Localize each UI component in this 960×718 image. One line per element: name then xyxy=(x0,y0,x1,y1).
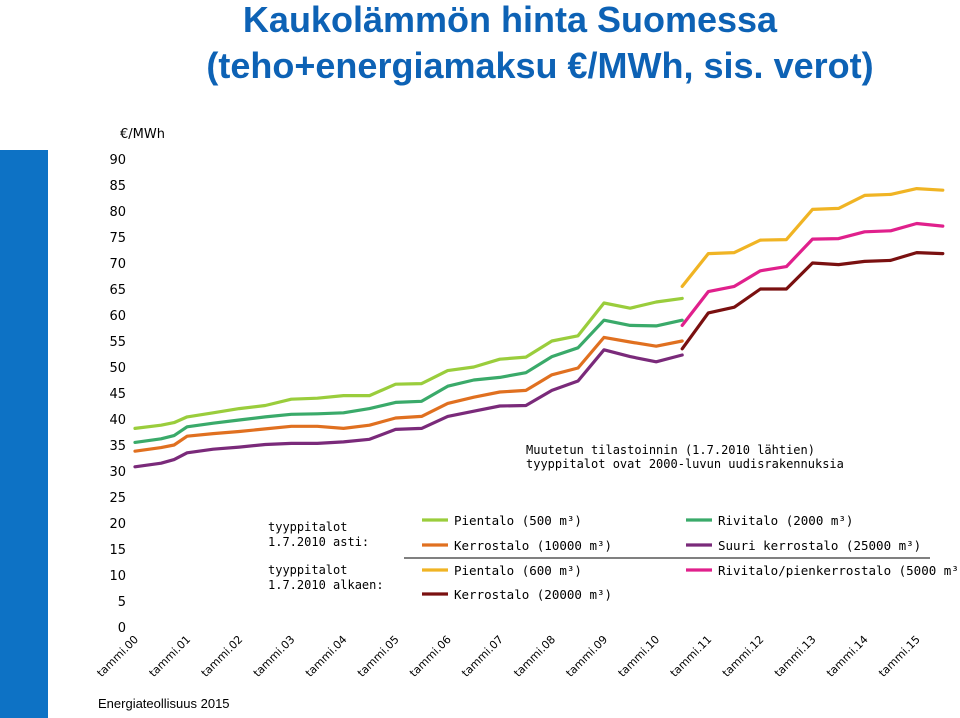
y-tick-label: 5 xyxy=(118,595,126,610)
x-tick-label: tammi.15 xyxy=(876,633,923,680)
y-tick-label: 50 xyxy=(109,361,126,376)
stat-change-note-bg xyxy=(518,440,810,474)
y-tick-label: 10 xyxy=(109,569,126,584)
x-tick-label: tammi.09 xyxy=(563,633,610,680)
y-tick-label: 70 xyxy=(109,257,126,272)
x-tick-label: tammi.12 xyxy=(720,633,767,680)
series-line-4 xyxy=(680,187,945,288)
legend-label: Pientalo (600 m³) xyxy=(454,563,582,578)
y-tick-label: 25 xyxy=(109,491,126,506)
legend: Pientalo (500 m³) Rivitalo (2000 m³) Kerro… xyxy=(404,504,960,604)
page-subtitle: (teho+energiamaksu €/MWh, sis. verot) xyxy=(206,45,874,86)
y-tick-label: 20 xyxy=(109,517,126,532)
x-tick-label: tammi.02 xyxy=(199,633,246,680)
y-tick-label: 65 xyxy=(109,283,126,298)
y-tick-label: 40 xyxy=(109,413,126,428)
x-tick-label: tammi.03 xyxy=(251,633,298,680)
legend-label: Kerrostalo (20000 m³) xyxy=(454,587,612,602)
y-tick-label: 35 xyxy=(109,439,126,454)
y-tick-label: 30 xyxy=(109,465,126,480)
x-tick-label: tammi.13 xyxy=(772,633,819,680)
until-label-line2: 1.7.2010 asti: xyxy=(268,535,369,549)
x-tick-label: tammi.06 xyxy=(407,633,454,680)
legend-group-labels: tyyppitalot 1.7.2010 asti: tyyppitalot 1… xyxy=(268,520,384,592)
series-line-0 xyxy=(133,296,684,430)
x-tick-label: tammi.10 xyxy=(616,633,663,680)
y-tick-label: 85 xyxy=(109,179,126,194)
legend-box xyxy=(404,504,930,604)
legend-label: Rivitalo/pienkerrostalo (5000 m³) xyxy=(718,563,960,578)
series-line-2 xyxy=(133,335,684,453)
y-tick-label: 90 xyxy=(109,153,126,168)
legend-label: Suuri kerrostalo (25000 m³) xyxy=(718,538,921,553)
chart-series-lines xyxy=(133,187,945,469)
legend-label: Kerrostalo (10000 m³) xyxy=(454,538,612,553)
x-tick-label: tammi.00 xyxy=(94,633,141,680)
y-tick-label: 60 xyxy=(109,309,126,324)
x-tick-label: tammi.07 xyxy=(459,633,506,680)
x-tick-label: tammi.11 xyxy=(668,633,715,680)
legend-items: Pientalo (500 m³) Rivitalo (2000 m³) Kerro… xyxy=(422,513,960,602)
x-tick-label: tammi.05 xyxy=(355,633,402,680)
legend-label: Rivitalo (2000 m³) xyxy=(718,513,853,528)
x-tick-label: tammi.04 xyxy=(303,633,350,680)
stat-change-note: Muutetun tilastoinnin (1.7.2010 lähtien)… xyxy=(518,440,844,474)
series-line-3 xyxy=(133,348,684,469)
y-tick-label: 15 xyxy=(109,543,126,558)
series-line-1 xyxy=(133,318,684,444)
stat-change-note-line2: tyyppitalot ovat 2000-luvun uudisrakennu… xyxy=(526,457,844,471)
x-tick-label: tammi.01 xyxy=(147,633,194,680)
y-tick-label: 75 xyxy=(109,231,126,246)
page-title: Kaukolämmön hinta Suomessa xyxy=(242,0,778,40)
series-line-6 xyxy=(680,251,945,351)
legend-label: Pientalo (500 m³) xyxy=(454,513,582,528)
y-tick-label: 80 xyxy=(109,205,126,220)
y-tick-label: 0 xyxy=(118,621,126,636)
source-credit: Energiateollisuus 2015 xyxy=(98,696,230,711)
y-tick-label: 45 xyxy=(109,387,126,402)
y-tick-label: 55 xyxy=(109,335,126,350)
stat-change-note-line1: Muutetun tilastoinnin (1.7.2010 lähtien) xyxy=(526,443,815,457)
x-tick-label: tammi.08 xyxy=(511,633,558,680)
side-accent-bar xyxy=(0,150,48,718)
y-axis-label: €/MWh xyxy=(120,127,165,142)
until-label-line1: tyyppitalot xyxy=(268,520,347,534)
x-tick-label: tammi.14 xyxy=(824,633,871,680)
from-label-line1: tyyppitalot xyxy=(268,563,347,577)
from-label-line2: 1.7.2010 alkaen: xyxy=(268,578,384,592)
series-line-5 xyxy=(680,221,945,327)
